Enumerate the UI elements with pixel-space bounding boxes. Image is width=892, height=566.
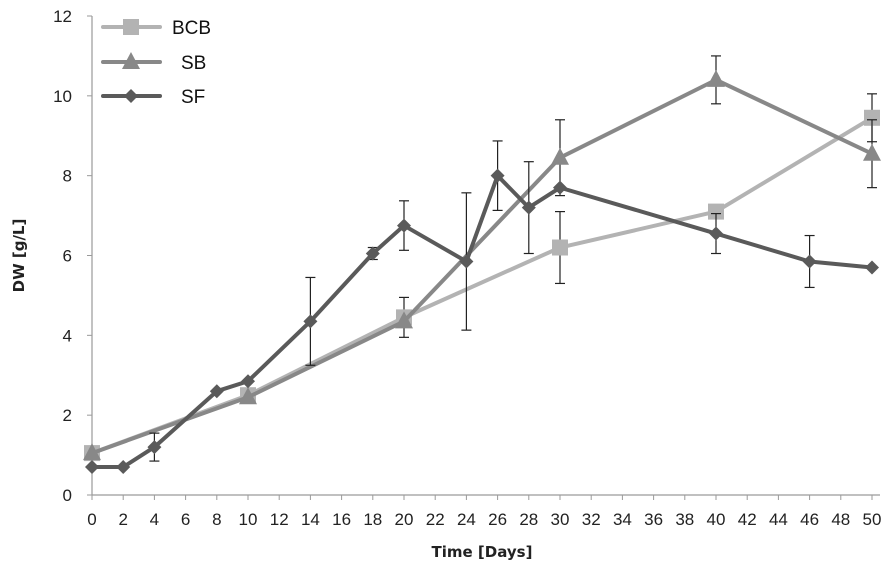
- legend-marker: [123, 19, 139, 35]
- x-tick-label: 12: [270, 510, 289, 529]
- data-point-bcb: [552, 239, 568, 256]
- x-tick-label: 6: [181, 510, 190, 529]
- data-point-sf: [116, 460, 131, 475]
- data-point-sf: [459, 254, 474, 269]
- data-point-sf: [490, 168, 505, 183]
- legend-marker: [122, 52, 140, 69]
- x-tick-label: 24: [457, 510, 476, 529]
- legend-marker: [124, 89, 138, 103]
- data-point-sf: [241, 374, 255, 389]
- legend-label: SB: [181, 53, 206, 74]
- x-tick-label: 34: [613, 510, 632, 529]
- series-bcb: [84, 93, 880, 462]
- x-tick-label: 36: [644, 510, 663, 529]
- series-line-bcb: [90, 115, 874, 456]
- data-point-sf: [365, 246, 380, 261]
- legend-label: SF: [181, 87, 205, 108]
- series-layer: [83, 55, 881, 475]
- legend-item-sb: SB: [101, 52, 206, 74]
- legend: BCB SB SF: [101, 18, 211, 108]
- x-tick-label: 20: [395, 510, 414, 529]
- data-point-sb: [707, 69, 725, 87]
- x-tick-label: 4: [150, 510, 159, 529]
- data-point-sf: [147, 440, 162, 455]
- legend-label: BCB: [172, 18, 211, 39]
- series-sb: [83, 55, 881, 461]
- x-tick-label: 16: [332, 510, 351, 529]
- data-point-sb: [863, 143, 881, 161]
- data-point-bcb: [864, 109, 880, 126]
- y-tick-label: 8: [63, 167, 72, 186]
- data-point-sf: [865, 260, 879, 275]
- x-tick-label: 8: [212, 510, 221, 529]
- x-tick-label: 14: [301, 510, 320, 529]
- x-tick-label: 18: [363, 510, 382, 529]
- data-point-bcb: [708, 203, 724, 220]
- x-tick-label: 26: [488, 510, 507, 529]
- x-tick-label: 2: [118, 510, 127, 529]
- legend-item-sf: SF: [101, 87, 205, 108]
- data-point-sb: [395, 311, 413, 329]
- data-point-sf: [802, 254, 817, 269]
- y-tick-label: 12: [53, 7, 72, 26]
- x-tick-label: 10: [239, 510, 258, 529]
- x-tick-label: 22: [426, 510, 445, 529]
- series-sf: [85, 140, 879, 475]
- x-tick-label: 32: [582, 510, 601, 529]
- y-tick-label: 0: [63, 486, 72, 505]
- x-tick-label: 44: [769, 510, 788, 529]
- x-tick-label: 38: [675, 510, 694, 529]
- data-point-sf: [397, 218, 411, 233]
- data-point-sb: [239, 387, 257, 405]
- x-tick-label: 42: [738, 510, 757, 529]
- x-tick-label: 48: [831, 510, 850, 529]
- x-tick-label: 46: [800, 510, 819, 529]
- y-axis-title: DW [g/L]: [10, 219, 28, 293]
- x-tick-label: 28: [519, 510, 538, 529]
- series-line-sf: [90, 173, 874, 470]
- y-tick-label: 10: [53, 87, 72, 106]
- series-line-sb: [90, 77, 874, 456]
- data-point-sb: [83, 443, 101, 461]
- data-point-sf: [521, 200, 536, 215]
- data-point-sf: [209, 384, 224, 399]
- data-point-sf: [85, 460, 99, 475]
- y-tick-label: 2: [63, 406, 72, 425]
- y-tick-label: 6: [63, 247, 72, 266]
- x-tick-label: 30: [551, 510, 570, 529]
- y-tick-label: 4: [63, 326, 72, 345]
- data-point-sf: [709, 226, 723, 241]
- x-tick-label: 0: [87, 510, 96, 529]
- x-axis-title: Time [Days]: [432, 543, 533, 561]
- x-tick-label: 50: [863, 510, 882, 529]
- x-tick-label: 40: [707, 510, 726, 529]
- legend-item-bcb: BCB: [101, 18, 211, 39]
- data-point-sf: [553, 180, 567, 195]
- data-point-sf: [303, 314, 318, 329]
- data-point-sb: [551, 147, 569, 165]
